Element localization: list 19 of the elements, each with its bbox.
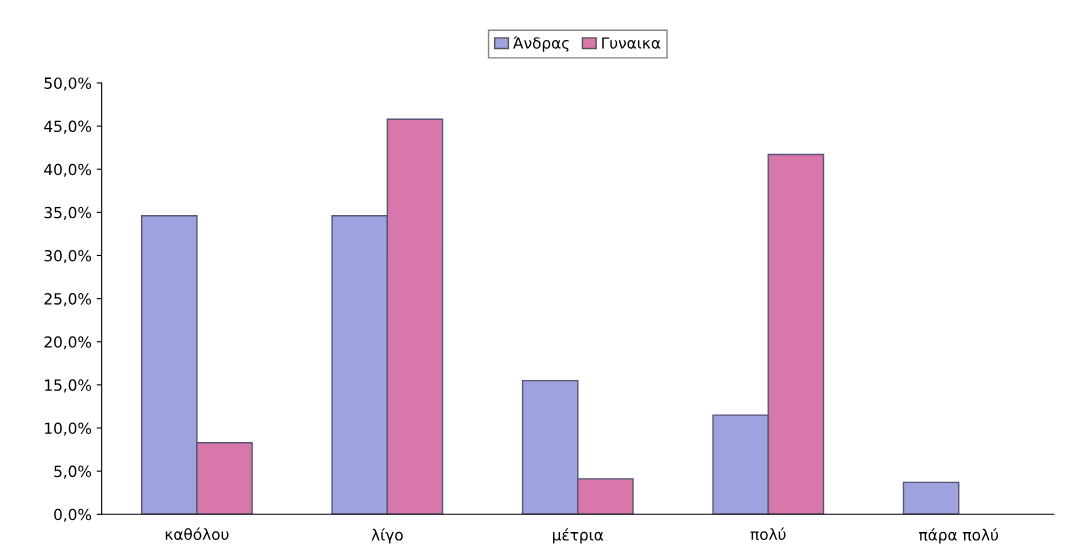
y-tick-label: 30,0%: [44, 249, 92, 264]
y-tick-label: 25,0%: [44, 293, 92, 307]
x-tick-label: καθόλου: [165, 527, 229, 540]
y-tick-label: 40,0%: [44, 163, 92, 177]
x-tick-label: πολύ: [750, 527, 786, 541]
y-tick-label: 45,0%: [44, 120, 92, 134]
y-tick-label: 15,0%: [45, 379, 92, 393]
legend-label: Άνδρας: [513, 36, 569, 52]
y-tick-label: 10,0%: [45, 422, 92, 436]
x-tick-label: λίγο: [371, 528, 403, 544]
y-tick-label: 35,0%: [44, 206, 92, 220]
y-tick-label: 20,0%: [44, 336, 92, 350]
legend-label: Γυναικα: [602, 37, 661, 49]
bar: [902, 481, 960, 515]
x-tick-label: πάρα πολύ: [919, 528, 998, 544]
y-tick-label: 0,0%: [54, 508, 92, 522]
y-tick-label: 50,0%: [44, 77, 92, 91]
x-tick-label: μέτρια: [553, 528, 604, 544]
y-tick-label: 5,0%: [54, 465, 92, 479]
